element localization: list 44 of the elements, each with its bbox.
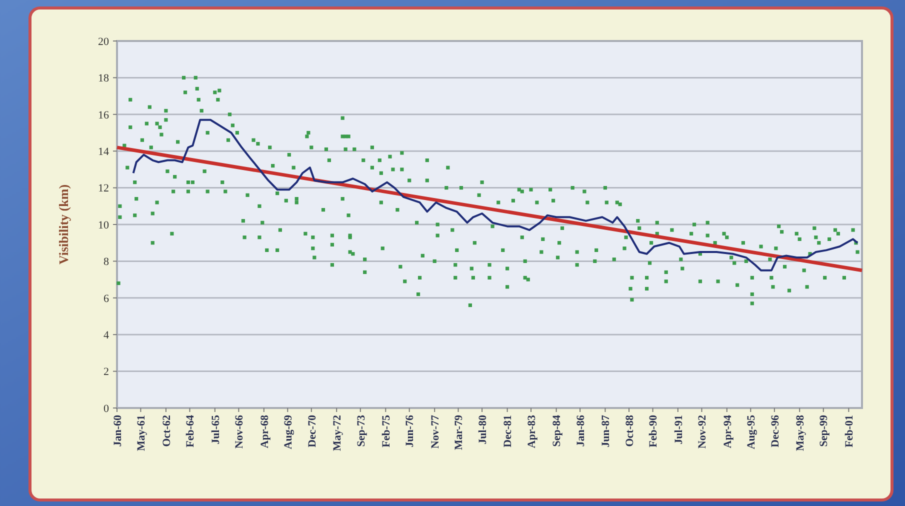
y-tick-label: 0: [104, 402, 110, 415]
x-tick-label: Apr-68: [258, 414, 271, 448]
y-tick-label: 12: [98, 182, 109, 195]
x-tick-label: Nov-77: [429, 414, 442, 449]
y-tick-label: 8: [104, 256, 110, 268]
x-tick-label: Dec-70: [306, 414, 318, 448]
x-tick-label: Feb-90: [648, 414, 660, 448]
x-tick-label: Jun-87: [600, 414, 612, 448]
x-tick-label: Nov-92: [696, 414, 709, 449]
x-tick-label: May-72: [331, 414, 344, 452]
x-tick-label: Aug-69: [282, 414, 294, 450]
x-tick-label: Dec-96: [769, 414, 782, 448]
y-tick-label: 10: [98, 219, 110, 232]
x-tick-label: Jul-91: [672, 415, 685, 444]
x-tick-label: Apr-83: [526, 414, 538, 448]
y-axis-title: Visibility (km): [56, 184, 71, 265]
x-tick-label: Mar-79: [453, 414, 466, 450]
x-tick-label: Oct-88: [624, 414, 636, 447]
x-tick-label: Feb-75: [380, 414, 392, 448]
x-tick-label: Aug-95: [745, 414, 758, 450]
x-tick-label: Sep-84: [551, 414, 564, 447]
x-tick-label: Sep-73: [355, 414, 368, 447]
y-tick-label: 16: [98, 109, 110, 122]
x-tick-label: Apr-94: [722, 414, 734, 448]
x-tick-label: Feb-01: [844, 415, 856, 448]
y-tick-label: 14: [98, 146, 110, 158]
x-tick-label: May-61: [136, 415, 148, 452]
y-tick-label: 18: [98, 72, 110, 85]
y-tick-label: 4: [104, 329, 110, 342]
x-tick-label: Jul-65: [210, 414, 222, 444]
x-tick-label: Jan-86: [574, 414, 587, 447]
y-tick-label: 2: [104, 366, 109, 378]
x-tick-label: Dec-81: [502, 415, 514, 448]
x-tick-label: Feb-64: [184, 414, 197, 448]
x-tick-label: Jan-60: [112, 414, 124, 447]
x-tick-label: Sep-99: [818, 414, 830, 447]
x-tick-label: Oct-62: [160, 414, 173, 447]
line-series: [132, 118, 859, 272]
y-tick-label: 20: [98, 36, 110, 48]
x-tick-label: Nov-66: [234, 414, 246, 449]
y-tick-label: 6: [104, 292, 110, 305]
x-tick-label: Jul-80: [476, 414, 489, 444]
x-tick-label: Jun-76: [404, 414, 416, 448]
x-tick-label: May-98: [794, 414, 806, 452]
